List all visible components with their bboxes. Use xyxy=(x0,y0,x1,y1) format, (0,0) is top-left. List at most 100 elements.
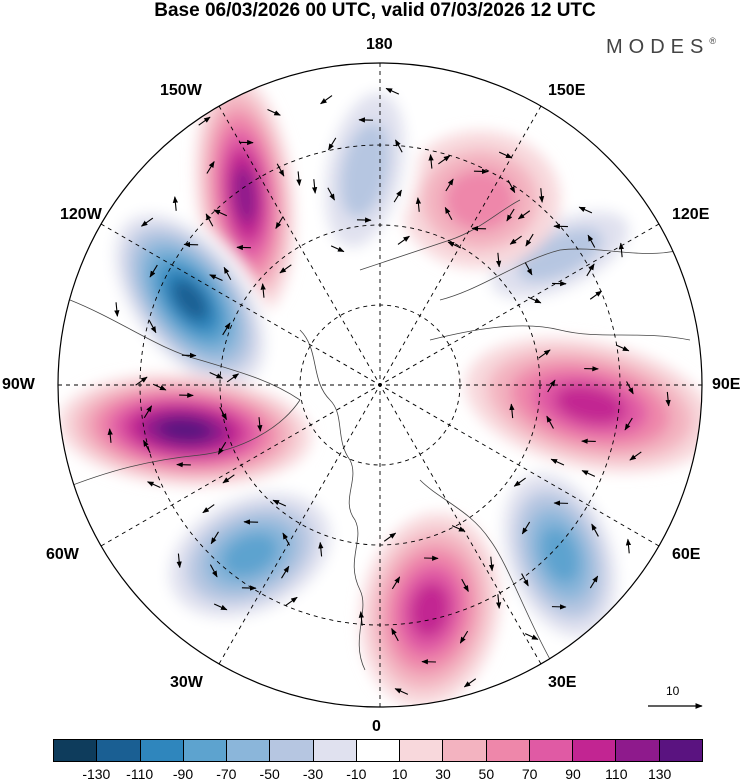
wind-arrow xyxy=(272,499,287,507)
coastlines xyxy=(59,199,691,693)
lon-label-180: 180 xyxy=(366,36,393,53)
wind-arrow xyxy=(198,116,211,126)
colorbar-tick-label: -90 xyxy=(172,766,194,782)
lon-label-150e: 150E xyxy=(548,82,586,99)
wind-arrow xyxy=(581,470,596,477)
lon-label-60e: 60E xyxy=(672,546,701,563)
wind-arrow xyxy=(257,417,263,432)
wind-arrow xyxy=(524,633,539,640)
wind-arrow xyxy=(496,594,502,609)
wind-vectors xyxy=(107,87,671,695)
colorbar-segment xyxy=(529,740,574,761)
wind-arrow xyxy=(538,188,545,203)
colorbar-segment xyxy=(616,740,660,761)
polar-map xyxy=(57,62,703,708)
wind-arrow xyxy=(521,521,531,535)
wind-arrow xyxy=(327,187,335,201)
colorbar-tick-label: 130 xyxy=(647,766,672,782)
colorbar-segment xyxy=(183,740,228,761)
wind-arrow xyxy=(524,262,533,276)
wind-arrow xyxy=(391,576,401,590)
wind-arrow xyxy=(629,451,642,461)
vector-reference-arrow xyxy=(648,703,703,709)
wind-arrow xyxy=(176,553,182,569)
colorbar-tick-label: -130 xyxy=(82,766,111,782)
lon-label-90e: 90E xyxy=(712,376,741,393)
colorbar-tick-label: -50 xyxy=(259,766,280,782)
wind-arrow xyxy=(447,241,462,249)
wind-arrow xyxy=(397,235,410,245)
anomaly-arctic-ocean-negative xyxy=(340,122,390,218)
wind-arrow xyxy=(589,575,599,589)
wind-arrow xyxy=(222,322,231,336)
wind-arrow xyxy=(383,532,397,542)
wind-arrow xyxy=(296,171,302,187)
wind-arrow xyxy=(550,458,565,466)
wind-arrow xyxy=(463,678,477,688)
colorbar-segment xyxy=(443,740,487,761)
wind-arrow xyxy=(311,179,318,194)
wind-arrow xyxy=(415,197,422,212)
colorbar-tick-label: 110 xyxy=(605,766,628,782)
colorbar-tick-label: -70 xyxy=(216,766,237,782)
colorbar-segment xyxy=(270,740,314,761)
lon-label-60w: 60W xyxy=(46,546,79,563)
wind-arrow xyxy=(527,296,542,304)
anomaly-north-atlantic-negative xyxy=(221,533,279,577)
lon-label-120w: 120W xyxy=(60,206,102,223)
anomaly-west-siberia-negative xyxy=(540,526,580,584)
wind-arrow xyxy=(459,630,469,644)
colorbar-segment xyxy=(313,740,357,761)
wind-arrow xyxy=(135,376,148,386)
coastline-siberia xyxy=(429,248,691,341)
wind-arrow xyxy=(513,477,526,487)
wind-arrow xyxy=(517,210,531,220)
anomaly-field xyxy=(58,63,702,707)
colorbar-tick-label: 10 xyxy=(391,766,408,782)
colorbar-tick-label: 90 xyxy=(565,766,581,782)
wind-arrow xyxy=(143,405,153,419)
wind-arrow xyxy=(219,407,228,421)
wind-arrow xyxy=(209,274,223,282)
wind-arrow xyxy=(330,245,345,253)
wind-arrow xyxy=(391,627,399,642)
wind-arrow xyxy=(206,161,215,174)
wind-arrow xyxy=(172,196,179,211)
wind-arrow xyxy=(488,556,495,572)
wind-arrow xyxy=(146,481,161,489)
colorbar-tick-label: 30 xyxy=(435,766,451,782)
colorbar-segment xyxy=(400,740,444,761)
colorbar-segment xyxy=(140,740,184,761)
brand-name: MODES xyxy=(606,36,710,58)
coastline-east-siberia xyxy=(359,199,521,271)
wind-arrow xyxy=(142,439,151,453)
colorbar-segment xyxy=(227,740,271,761)
wind-arrow xyxy=(618,242,624,258)
colorbar xyxy=(53,739,703,762)
wind-arrow xyxy=(222,474,235,484)
wind-arrow xyxy=(267,108,281,116)
lon-label-120e: 120E xyxy=(672,206,710,223)
wind-arrow xyxy=(445,178,454,192)
wind-arrow xyxy=(149,264,158,278)
anomaly-north-pacific-positive xyxy=(232,165,258,225)
colorbar-segment xyxy=(573,740,617,761)
wind-arrow xyxy=(578,206,593,214)
wind-arrow xyxy=(461,578,469,593)
wind-arrow xyxy=(358,611,364,626)
lon-label-30e: 30E xyxy=(548,674,577,691)
wind-arrow xyxy=(260,283,266,298)
wind-arrow xyxy=(393,189,402,203)
wind-arrow xyxy=(586,263,595,277)
map-title: Base 06/03/2026 00 UTC, valid 07/03/2026… xyxy=(154,0,596,21)
wind-arrow xyxy=(591,523,599,537)
brand-logo: MODES® xyxy=(606,36,716,59)
lon-label-30w: 30W xyxy=(170,674,203,691)
lon-label-150w: 150W xyxy=(160,82,202,99)
wind-arrow xyxy=(496,252,502,268)
wind-arrow xyxy=(320,95,333,105)
meridian-120e-60w xyxy=(100,223,660,547)
wind-arrow xyxy=(213,603,228,611)
anomaly-bering-positive xyxy=(444,169,516,231)
wind-arrow xyxy=(281,565,290,579)
